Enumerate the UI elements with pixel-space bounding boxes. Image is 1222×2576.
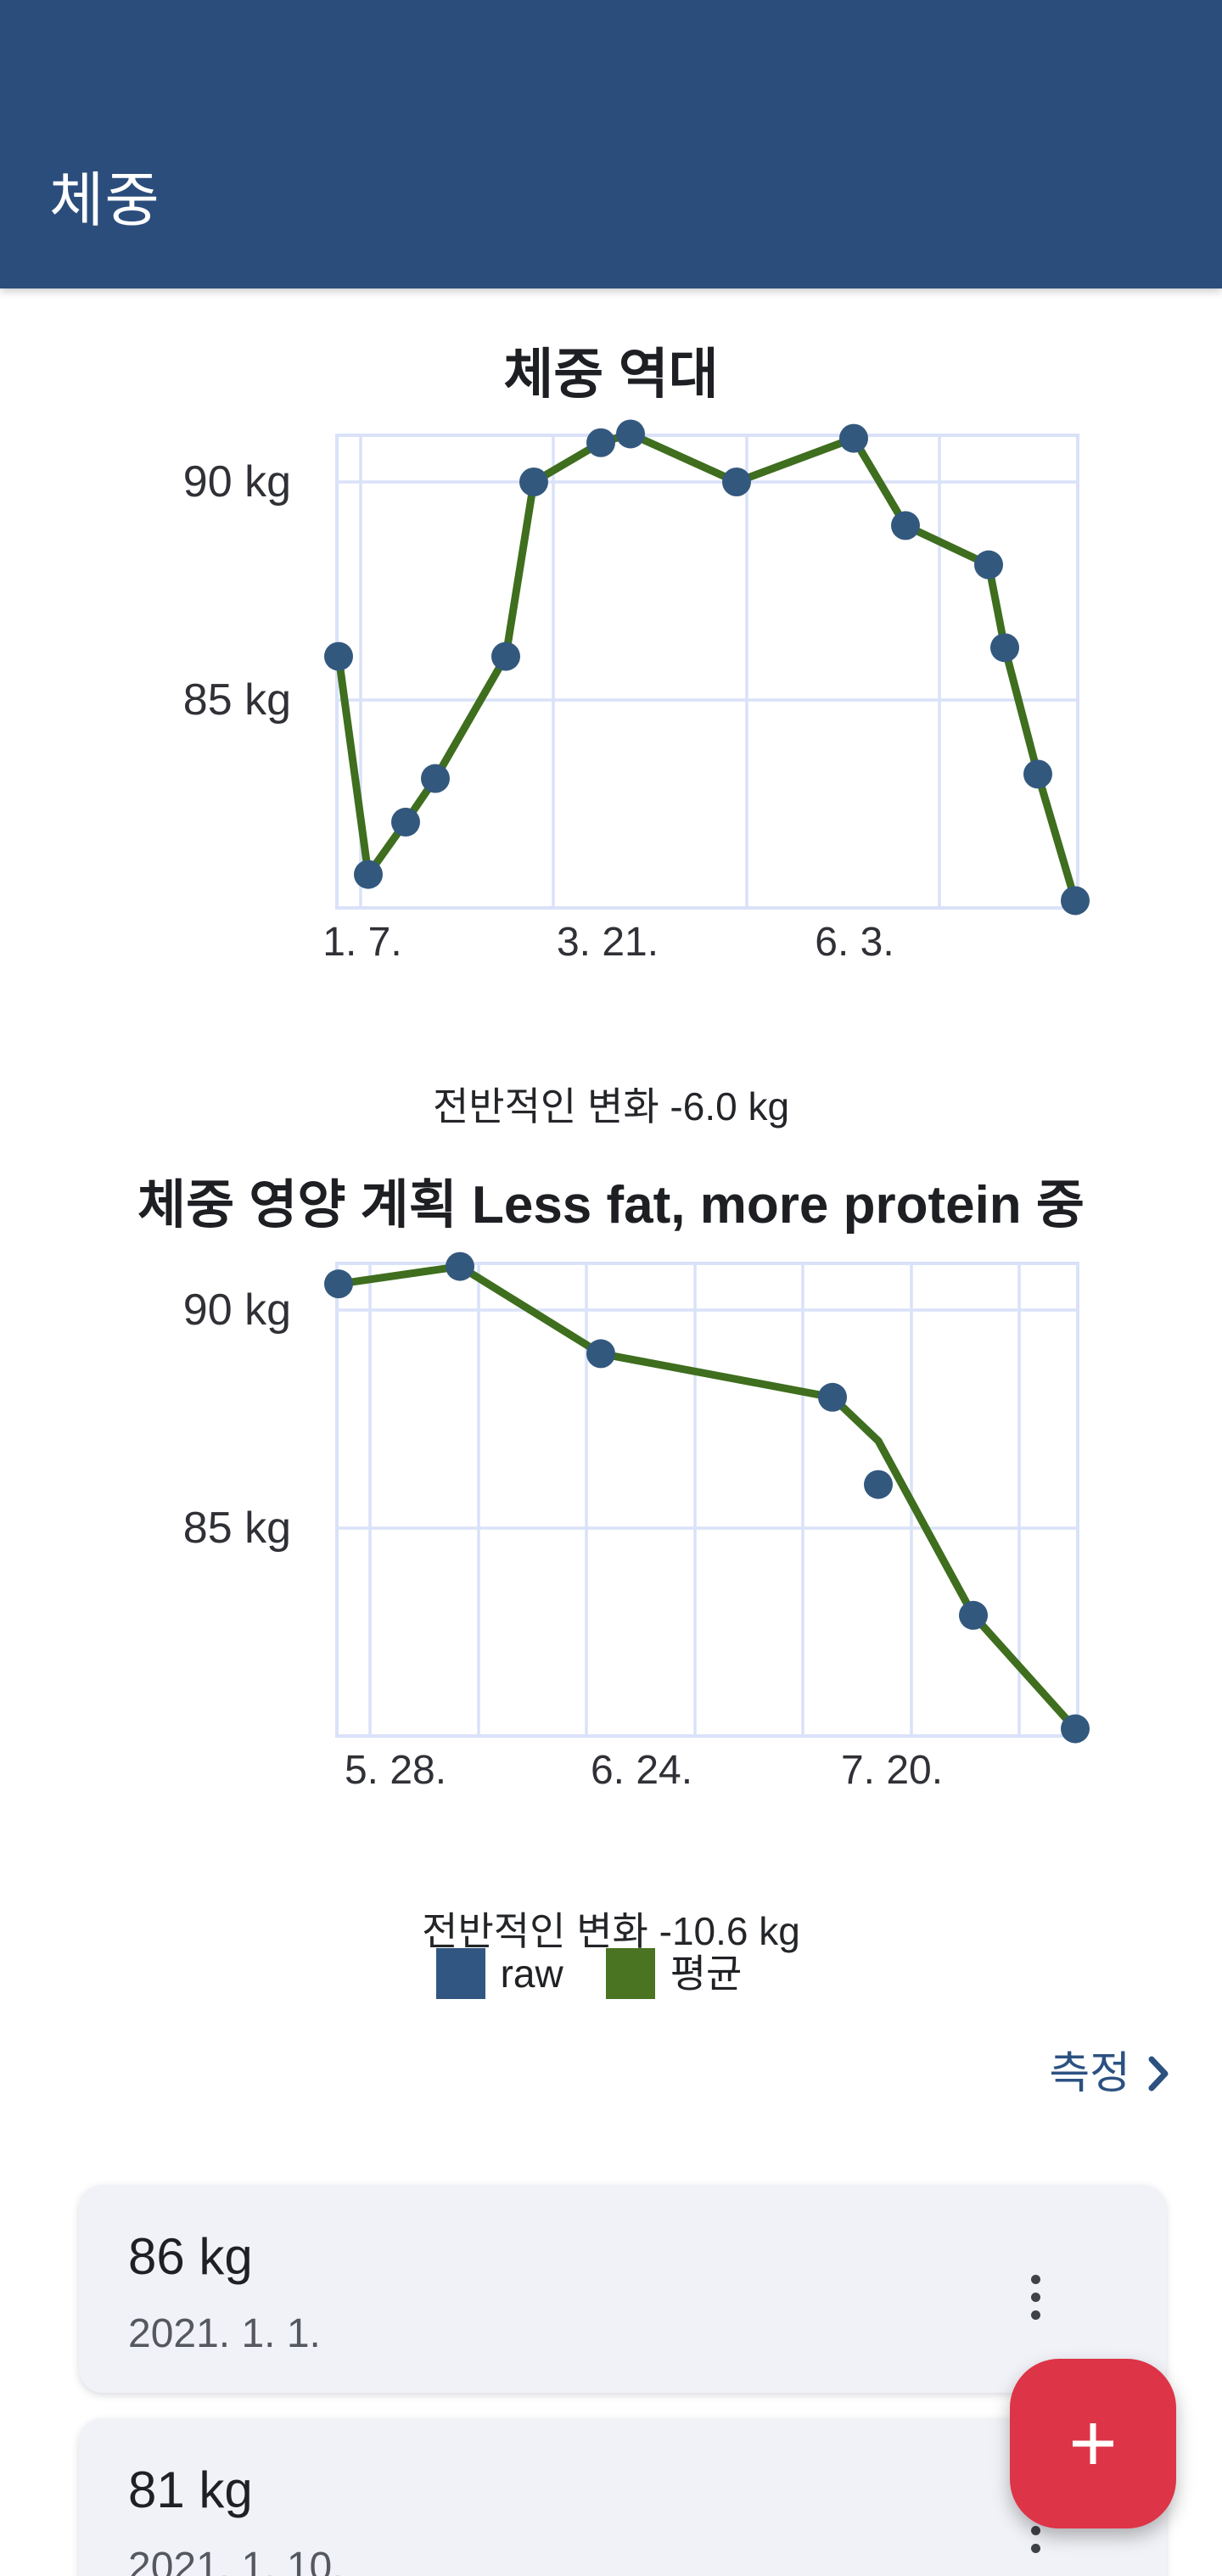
kebab-dot-icon	[1031, 2310, 1040, 2320]
kebab-dot-icon	[1031, 2544, 1040, 2553]
measurement-weight: 81 kg	[128, 2461, 253, 2518]
chart1-title: 체중 역대	[503, 344, 719, 406]
raw-swatch-icon	[435, 1948, 485, 1999]
svg-text:1. 7.: 1. 7.	[322, 920, 401, 965]
chart2-overall-change: 전반적인 변화 -10.6 kg	[422, 1909, 800, 1953]
legend-item-raw: raw	[435, 1948, 563, 1999]
svg-text:90 kg: 90 kg	[183, 457, 291, 507]
chart-legend: raw 평균	[0, 1948, 1222, 1999]
svg-text:6. 3.: 6. 3.	[815, 920, 894, 965]
measurement-weight: 86 kg	[128, 2228, 253, 2285]
svg-text:90 kg: 90 kg	[183, 1285, 291, 1335]
average-swatch-icon	[605, 1948, 655, 1999]
svg-text:3. 21.: 3. 21.	[557, 920, 659, 965]
measurements-link[interactable]: 측정	[1049, 2047, 1169, 2101]
app-bar: 체중	[0, 0, 1222, 288]
measurement-date: 2021. 1. 10.	[128, 2545, 344, 2576]
kebab-dot-icon	[1031, 2293, 1040, 2302]
add-measurement-fab[interactable]	[1010, 2359, 1176, 2528]
measurement-card[interactable]: 81 kg 2021. 1. 10.	[79, 2418, 1166, 2576]
chart2-title-prefix: 체중 영양 계획	[137, 1176, 472, 1235]
weight-history-chart[interactable]: 90 kg 85 kg 1. 7. 3. 21. 6. 3.	[0, 407, 1222, 967]
app-bar-title: 체중	[49, 167, 160, 233]
measurement-card[interactable]: 86 kg 2021. 1. 1.	[79, 2185, 1166, 2393]
svg-text:6. 24.: 6. 24.	[591, 1748, 692, 1793]
kebab-dot-icon	[1031, 2275, 1040, 2284]
chart2-title-plan-name: Less fat, more protein	[471, 1176, 1022, 1235]
svg-text:85 kg: 85 kg	[183, 675, 291, 725]
measurements-link-label: 측정	[1049, 2049, 1130, 2098]
chart2-title: 체중 영양 계획 Less fat, more protein 중	[0, 1172, 1222, 1240]
svg-text:85 kg: 85 kg	[183, 1504, 291, 1553]
svg-text:5. 28.: 5. 28.	[345, 1748, 446, 1793]
card-menu-button[interactable]	[1026, 2270, 1045, 2325]
chart2-title-suffix: 중	[1021, 1176, 1085, 1235]
legend-item-average: 평균	[605, 1948, 743, 1999]
svg-text:7. 20.: 7. 20.	[841, 1748, 943, 1793]
measurement-date: 2021. 1. 1.	[128, 2311, 321, 2356]
legend-raw-label: raw	[500, 1952, 563, 1996]
nutrition-plan-chart[interactable]: 90 kg 85 kg 5. 28. 6. 24. 7. 20.	[0, 1235, 1222, 1795]
plus-icon	[1073, 2423, 1113, 2464]
chevron-right-icon	[1148, 2056, 1169, 2092]
chart1-overall-change: 전반적인 변화 -6.0 kg	[432, 1084, 790, 1128]
legend-average-label: 평균	[670, 1952, 743, 1996]
kebab-dot-icon	[1031, 2526, 1040, 2535]
